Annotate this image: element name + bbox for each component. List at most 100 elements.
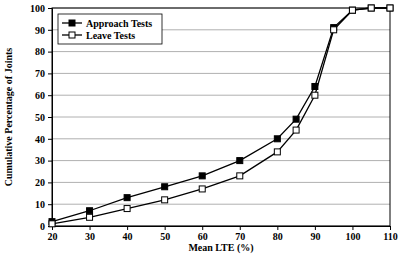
tick-mark (48, 95, 52, 96)
tick-mark (202, 226, 203, 230)
data-point (387, 5, 393, 11)
grid-line (52, 73, 390, 74)
legend: Approach TestsLeave Tests (58, 14, 162, 44)
y-axis-title: Cumulative Percentage of Joints (3, 48, 14, 187)
data-point (124, 195, 130, 201)
tick-label: 90 (310, 231, 320, 242)
data-point (87, 208, 93, 214)
data-point (368, 5, 374, 11)
data-point (237, 158, 243, 164)
tick: 50 (160, 226, 170, 242)
tick: 50 (35, 112, 52, 123)
tick-mark (48, 30, 52, 31)
axis-line (53, 227, 391, 231)
tick-label: 110 (383, 231, 397, 242)
legend-marker (69, 32, 75, 38)
tick-label: 70 (35, 68, 45, 79)
data-point (162, 184, 168, 190)
tick-mark (48, 204, 52, 205)
data-point (293, 127, 299, 133)
data-point (312, 92, 318, 98)
chart: 20 30 40 50 60 70 80 90 100 110 0 10 20 30 40 50 60 70 80 9… (0, 0, 400, 254)
tick-mark (390, 226, 391, 230)
tick-mark (277, 226, 278, 230)
series-group (49, 5, 393, 227)
tick-label: 30 (85, 231, 95, 242)
tick-label: 60 (198, 231, 208, 242)
tick: 20 (35, 177, 52, 188)
tick: 30 (35, 155, 52, 166)
legend-label: Approach Tests (86, 18, 152, 29)
tick-mark (48, 73, 52, 74)
tick: 40 (123, 226, 133, 242)
tick-label: 10 (35, 199, 45, 210)
tick-mark (165, 226, 166, 230)
tick-label: 100 (30, 3, 45, 14)
tick-label: 40 (123, 231, 133, 242)
data-point (293, 116, 299, 122)
tick: 40 (35, 134, 52, 145)
tick-label: 70 (235, 231, 245, 242)
tick-label: 20 (35, 177, 45, 188)
tick: 70 (35, 68, 52, 79)
data-point (49, 221, 55, 227)
tick: 110 (383, 226, 397, 242)
tick-mark (48, 117, 52, 118)
tick-mark (352, 226, 353, 230)
tick: 60 (198, 226, 208, 242)
tick: 80 (273, 226, 283, 242)
tick: 80 (35, 46, 52, 57)
tick-mark (315, 226, 316, 230)
legend-box (58, 14, 162, 44)
tick-label: 50 (35, 112, 45, 123)
y-axis: 0 10 20 30 40 50 60 70 80 90 100 (30, 3, 53, 232)
tick-label: 90 (35, 25, 45, 36)
data-point (368, 5, 374, 11)
tick-mark (48, 139, 52, 140)
x-axis: 20 30 40 50 60 70 80 90 100 110 (48, 226, 398, 242)
data-point (87, 214, 93, 220)
tick: 100 (30, 3, 52, 14)
tick-mark (240, 226, 241, 230)
tick-mark (48, 8, 52, 9)
plot-frame (52, 8, 390, 226)
x-axis-title: Mean LTE (%) (188, 242, 253, 254)
data-point (124, 206, 130, 212)
tick-label: 50 (160, 231, 170, 242)
tick-label: 100 (345, 231, 360, 242)
tick: 60 (35, 90, 52, 101)
grid-line (52, 204, 390, 205)
data-point (349, 7, 355, 13)
tick: 100 (345, 226, 360, 242)
tick-label: 20 (48, 231, 58, 242)
legend-marker (69, 20, 75, 26)
tick: 30 (85, 226, 95, 242)
data-point (349, 7, 355, 13)
data-point (199, 173, 205, 179)
data-point (274, 136, 280, 142)
legend-label: Leave Tests (86, 30, 135, 41)
tick-mark (90, 226, 91, 230)
data-point (237, 173, 243, 179)
tick-label: 0 (40, 221, 45, 232)
tick: 70 (235, 226, 245, 242)
tick: 20 (48, 226, 58, 242)
grid-line (52, 160, 390, 161)
series-line (52, 8, 390, 222)
series-line (52, 8, 390, 224)
axis-line (48, 9, 53, 227)
tick-label: 30 (35, 155, 45, 166)
tick-label: 40 (35, 134, 45, 145)
data-point (274, 149, 280, 155)
tick-mark (48, 182, 52, 183)
grid-line (52, 117, 390, 118)
plot: 20 30 40 50 60 70 80 90 100 110 0 10 20 30 40 50 60 70 80 9… (30, 3, 398, 242)
data-point (162, 197, 168, 203)
data-point (387, 5, 393, 11)
data-point (199, 186, 205, 192)
tick: 10 (35, 199, 52, 210)
grid-line (52, 95, 390, 96)
grid-line (52, 138, 390, 139)
tick-mark (48, 161, 52, 162)
grid (52, 8, 390, 226)
